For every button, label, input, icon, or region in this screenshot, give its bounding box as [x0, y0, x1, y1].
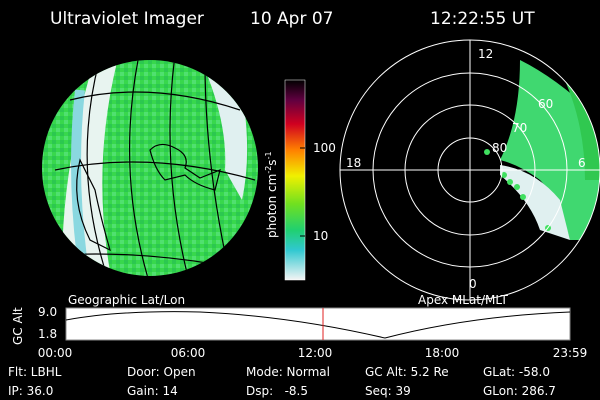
x-tick-label: 18:00 — [425, 346, 460, 360]
y-tick-label: 1.8 — [38, 327, 57, 341]
time: 12:22:55 UT — [430, 9, 535, 29]
info-panel: Flt: LBHL Door: Open Mode: Normal GC Alt: 5… — [8, 365, 556, 398]
date: 10 Apr 07 — [250, 9, 333, 29]
mlat-label: 80 — [492, 141, 507, 155]
unit: s — [265, 159, 279, 165]
info-field: IP: 36.0 — [8, 384, 53, 398]
info-field: GLat: -58.0 — [483, 365, 550, 379]
mlt-label: 18 — [346, 156, 361, 170]
info-field: GC Alt: 5.2 Re — [365, 365, 449, 379]
y-tick-label: 9.0 — [38, 305, 57, 319]
polar-image — [500, 60, 600, 240]
altitude-plot — [65, 307, 571, 341]
altitude-curve — [65, 311, 571, 339]
info-field: Door: Open — [127, 365, 196, 379]
unit: photon cm — [265, 174, 279, 238]
x-tick-label: 06:00 — [171, 346, 206, 360]
info-field: Gain: 14 — [127, 384, 178, 398]
polar-grid — [339, 39, 600, 301]
title: Ultraviolet Imager — [50, 9, 204, 29]
info-field: Mode: Normal — [246, 365, 330, 379]
caption: Apex MLat/MLT — [418, 293, 508, 307]
colorbar — [284, 79, 306, 281]
mlat-label: 70 — [512, 121, 527, 135]
caption: Geographic Lat/Lon — [68, 293, 185, 307]
colorbar-tick-label: 10 — [313, 229, 328, 243]
y-axis-label: GC Alt — [11, 307, 25, 345]
info-field: GLon: 286.7 — [483, 384, 556, 398]
colorbar-label: photon cm-2s-1 — [264, 151, 279, 238]
x-tick-label: 23:59 — [553, 346, 588, 360]
info-field: Dsp: -8.5 — [246, 384, 308, 398]
mlt-label: 0 — [469, 277, 477, 291]
x-tick-label: 12:00 — [298, 346, 333, 360]
globe-image — [42, 60, 258, 276]
exponent: -1 — [264, 151, 273, 159]
mlt-label: 6 — [578, 156, 586, 170]
exponent: -2 — [264, 166, 273, 174]
mlt-label: 12 — [478, 47, 493, 61]
info-field: Flt: LBHL — [8, 365, 62, 379]
colorbar-tick-label: 100 — [313, 141, 336, 155]
x-tick-label: 00:00 — [38, 346, 73, 360]
info-field: Seq: 39 — [365, 384, 411, 398]
mlat-label: 60 — [538, 97, 553, 111]
